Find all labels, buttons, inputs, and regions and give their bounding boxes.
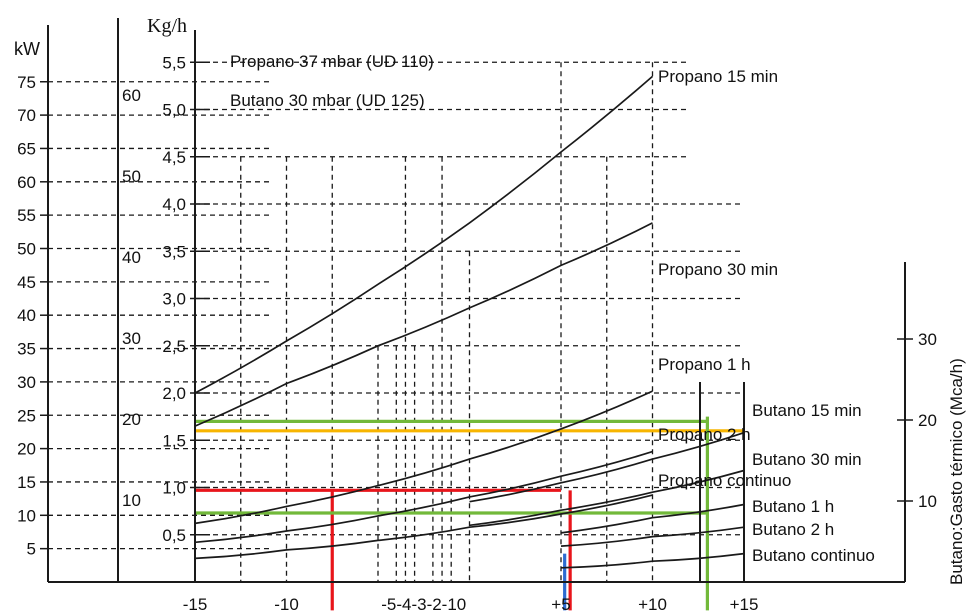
x-tick-label: -15 (183, 595, 208, 612)
kw-tick-label: 65 (17, 139, 36, 158)
kw-tick-label: 30 (17, 373, 36, 392)
kgh-tick-label: 4,0 (162, 195, 186, 214)
kgh-tick-label: 3,0 (162, 290, 186, 309)
mca-left-tick-label: 60 (122, 86, 141, 105)
mca-left-tick-label: 30 (122, 329, 141, 348)
kgh-tick-label: 4,5 (162, 148, 186, 167)
series-label: Propano 15 min (658, 67, 778, 86)
mca-left-tick-label: 20 (122, 410, 141, 429)
kw-unit-label: kW (14, 39, 40, 59)
x-tick-label: -5-4-3-2-10 (381, 595, 466, 612)
kw-tick-label: 15 (17, 473, 36, 492)
legend-entry: Butano 30 mbar (UD 125) (230, 91, 425, 110)
series-label: Propano 2 h (658, 425, 751, 444)
series-curve (194, 390, 653, 525)
series-label: Propano 1 h (658, 355, 751, 374)
kw-tick-label: 70 (17, 106, 36, 125)
mca-left-tick-label: 40 (122, 248, 141, 267)
x-tick-label: +10 (638, 595, 667, 612)
kgh-tick-label: 2,0 (162, 384, 186, 403)
right-tick-label: 30 (918, 330, 937, 349)
kgh-tick-label: 5,0 (162, 101, 186, 120)
kw-tick-label: 10 (17, 506, 36, 525)
series-curve (560, 526, 745, 547)
kw-tick-label: 20 (17, 440, 36, 459)
kgh-tick-label: 1,5 (162, 431, 186, 450)
series-label: Propano continuo (658, 471, 791, 490)
kw-tick-label: 75 (17, 73, 36, 92)
series-curve (560, 503, 745, 534)
grid-layer (48, 61, 745, 582)
series-curve (469, 431, 745, 503)
kgh-tick-label: 1,0 (162, 479, 186, 498)
kw-tick-label: 25 (17, 406, 36, 425)
mca-left-tick-label: 10 (122, 491, 141, 510)
kw-tick-label: 60 (17, 173, 36, 192)
x-tick-label: -10 (274, 595, 299, 612)
series-curve (560, 552, 745, 569)
series-curve (194, 494, 653, 560)
series-label: Butano continuo (752, 546, 875, 565)
kgh-unit-label: Kg/h (147, 15, 187, 37)
curve-layer (194, 75, 745, 569)
kw-tick-label: 40 (17, 306, 36, 325)
right-tick-label: 20 (918, 411, 937, 430)
series-label: Propano 30 min (658, 260, 778, 279)
kgh-tick-label: 0,5 (162, 526, 186, 545)
label-layer: kW 75 70 65 60 55 50 45 40 35 30 25 20 15 10 5 60 50 40 30 2… (14, 15, 966, 612)
kw-tick-label: 55 (17, 206, 36, 225)
kw-tick-label: 45 (17, 273, 36, 292)
kw-tick-label: 35 (17, 340, 36, 359)
legend-entry: Propano 37 mbar (UD 110) (230, 52, 434, 71)
series-curve (469, 469, 745, 527)
series-label: Butano 30 min (752, 450, 862, 469)
x-tick-label: +15 (730, 595, 759, 612)
series-label: Butano 1 h (752, 497, 834, 516)
series-curve (194, 75, 654, 394)
right-axis-title: Butano:Gasto térmico (Mca/h) (947, 358, 966, 585)
series-label: Butano 2 h (752, 520, 834, 539)
kgh-tick-label: 5,5 (162, 53, 186, 72)
series-curve (194, 450, 653, 544)
series-curve (194, 222, 653, 427)
x-tick-label: +5 (551, 595, 570, 612)
kgh-tick-label: 2,5 (162, 337, 186, 356)
kw-tick-label: 50 (17, 240, 36, 259)
kgh-tick-label: 3,5 (162, 242, 186, 261)
axes-layer (40, 18, 913, 583)
kw-tick-label: 5 (27, 540, 36, 559)
mca-left-tick-label: 50 (122, 167, 141, 186)
series-label: Butano 15 min (752, 401, 862, 420)
right-tick-label: 10 (918, 492, 937, 511)
